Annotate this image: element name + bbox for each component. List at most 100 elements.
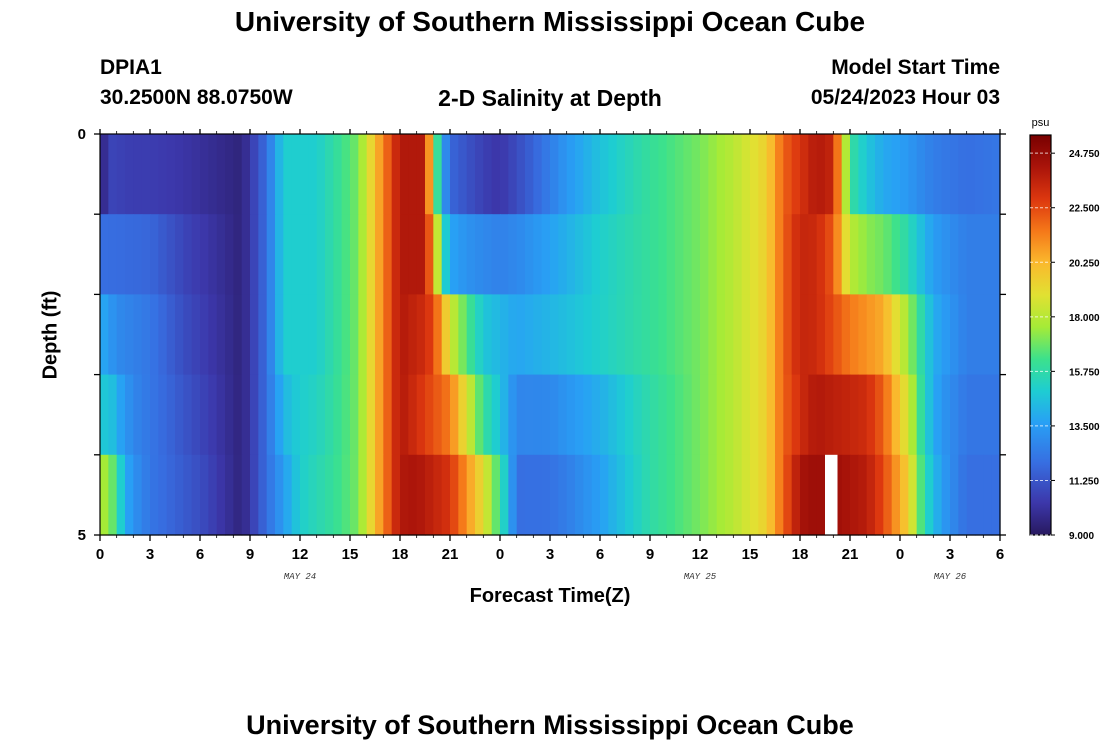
heatmap-cell (408, 134, 418, 215)
heatmap-cell (250, 134, 259, 215)
heatmap-cell (250, 454, 259, 536)
heatmap-cell (916, 134, 926, 215)
heatmap-cell (258, 454, 268, 536)
heatmap-cell (200, 294, 209, 376)
heatmap-cell (516, 374, 526, 456)
heatmap-cell (841, 214, 851, 295)
heatmap-cell (933, 374, 943, 456)
heatmap-cell (341, 374, 351, 456)
heatmap-cell (616, 454, 626, 536)
heatmap-cell (100, 134, 109, 215)
heatmap-cell (800, 214, 809, 295)
heatmap-cell (733, 454, 743, 536)
heatmap-cell (450, 454, 459, 536)
heatmap-cell (166, 454, 176, 536)
heatmap-cell (775, 374, 784, 456)
date-label: MAY 24 (284, 572, 316, 582)
heatmap-cell (791, 374, 801, 456)
heatmap-cell (966, 374, 976, 456)
heatmap-cell (800, 454, 809, 536)
heatmap-cell (391, 454, 401, 536)
heatmap-cell (658, 454, 668, 536)
heatmap-cell (433, 374, 443, 456)
heatmap-cell (483, 294, 493, 376)
heatmap-cell (550, 454, 559, 536)
heatmap-cell (466, 374, 476, 456)
heatmap-cell (516, 214, 526, 295)
heatmap-cell (233, 374, 243, 456)
heatmap-cell (950, 454, 959, 536)
heatmap-cell (900, 454, 909, 536)
heatmap-cell (900, 134, 909, 215)
heatmap-cell (350, 454, 359, 536)
heatmap-cell (275, 214, 284, 295)
heatmap-cell (283, 214, 293, 295)
heatmap-cell (233, 454, 243, 536)
heatmap-cell (325, 294, 334, 376)
heatmap-cell (133, 214, 143, 295)
heatmap-cell (458, 374, 468, 456)
heatmap-cell (841, 374, 851, 456)
heatmap-cell (816, 454, 826, 536)
heatmap-cell (533, 374, 543, 456)
heatmap-cell (808, 134, 818, 215)
heatmap-cell (316, 214, 326, 295)
heatmap-cell (308, 134, 318, 215)
heatmap-cell (833, 214, 843, 295)
heatmap-cell (600, 134, 609, 215)
heatmap-cell (108, 214, 118, 295)
heatmap-cell (641, 214, 651, 295)
heatmap-cell (483, 214, 493, 295)
heatmap-cell (925, 374, 934, 456)
heatmap-cell (333, 374, 343, 456)
heatmap-cell (191, 374, 201, 456)
heatmap-cell (216, 134, 226, 215)
heatmap-cell (150, 454, 159, 536)
heatmap-cell (925, 454, 934, 536)
heatmap-cell (266, 214, 276, 295)
model-start-label: Model Start Time (831, 56, 1000, 79)
heatmap-cell (416, 134, 426, 215)
heatmap-cell (600, 214, 609, 295)
heatmap-cell (291, 134, 301, 215)
heatmap-cell (358, 214, 368, 295)
heatmap-cell (350, 134, 359, 215)
heatmap-cell (333, 454, 343, 536)
heatmap-cell (741, 214, 751, 295)
station-coordinates: 30.2500N 88.0750W (100, 86, 293, 109)
heatmap-cell (608, 454, 618, 536)
heatmap-cell (675, 214, 684, 295)
heatmap-cell (158, 294, 168, 376)
heatmap-cell (550, 134, 559, 215)
colorbar-gradient (1029, 134, 1052, 536)
heatmap-cell (716, 214, 726, 295)
heatmap-cell (925, 294, 934, 376)
heatmap-cell (350, 294, 359, 376)
heatmap-cell (441, 374, 451, 456)
heatmap-cell (275, 374, 284, 456)
heatmap-cell (225, 214, 234, 295)
colorbar-tick-label: 22.500 (1069, 204, 1100, 215)
heatmap-cell (300, 294, 309, 376)
heatmap-cell (666, 214, 676, 295)
heatmap-cell (208, 454, 218, 536)
heatmap-cell (108, 134, 118, 215)
heatmap-cell (966, 294, 976, 376)
heatmap-cell (116, 454, 126, 536)
heatmap-cell (158, 454, 168, 536)
heatmap-cell (183, 214, 193, 295)
heatmap-cell (366, 454, 376, 536)
heatmap-cell (408, 294, 418, 376)
heatmap-cell (791, 134, 801, 215)
heatmap-cell (450, 294, 459, 376)
heatmap-cell (475, 454, 484, 536)
heatmap-cell (433, 134, 443, 215)
heatmap-cell (425, 134, 434, 215)
colorbar-tick-label: 24.750 (1069, 149, 1100, 160)
heatmap-cell (775, 294, 784, 376)
heatmap-cell (558, 134, 568, 215)
heatmap-cell (175, 214, 184, 295)
heatmap-cell (716, 454, 726, 536)
heatmap-cell (258, 294, 268, 376)
heatmap-cell (983, 294, 993, 376)
